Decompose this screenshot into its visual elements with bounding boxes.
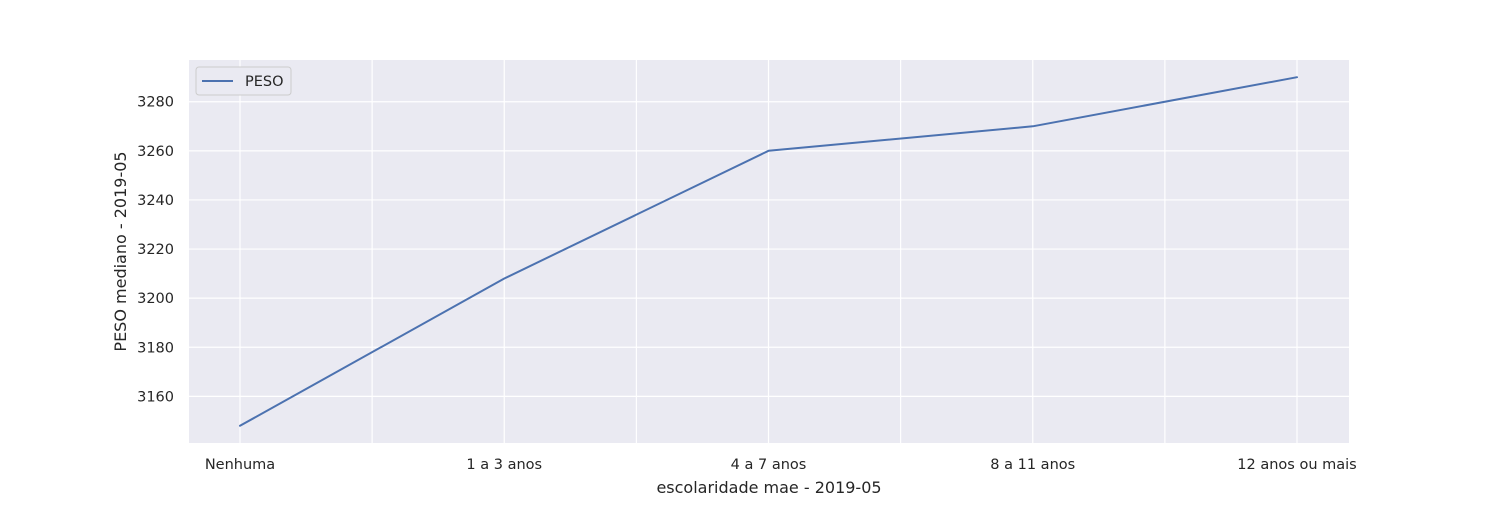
x-axis: Nenhuma 1 a 3 anos 4 a 7 anos 8 a 11 anos 12… xyxy=(205,457,1357,473)
y-tick-label: 3220 xyxy=(137,242,174,258)
y-tick-label: 3160 xyxy=(137,389,174,405)
legend: PESO xyxy=(195,66,292,96)
y-axis: 3160 3180 3200 3220 3240 3260 3280 xyxy=(137,95,174,406)
x-tick-label: Nenhuma xyxy=(205,457,275,473)
y-axis-label: PESO mediano - 2019-05 xyxy=(111,151,130,351)
series-line-peso xyxy=(239,76,1298,427)
y-tick-label: 3200 xyxy=(137,291,174,307)
x-tick-label: 8 a 11 anos xyxy=(990,457,1075,473)
legend-box xyxy=(195,66,292,96)
legend-label-peso: PESO xyxy=(245,74,284,90)
series-group xyxy=(239,76,1298,427)
x-tick-label: 1 a 3 anos xyxy=(466,457,542,473)
x-axis-label: escolaridade mae - 2019-05 xyxy=(656,478,881,497)
y-tick-label: 3280 xyxy=(137,95,174,111)
x-tick-label: 4 a 7 anos xyxy=(731,457,807,473)
y-tick-label: 3260 xyxy=(137,144,174,160)
y-tick-label: 3240 xyxy=(137,193,174,209)
y-tick-label: 3180 xyxy=(137,340,174,356)
x-tick-label: 12 anos ou mais xyxy=(1237,457,1356,473)
